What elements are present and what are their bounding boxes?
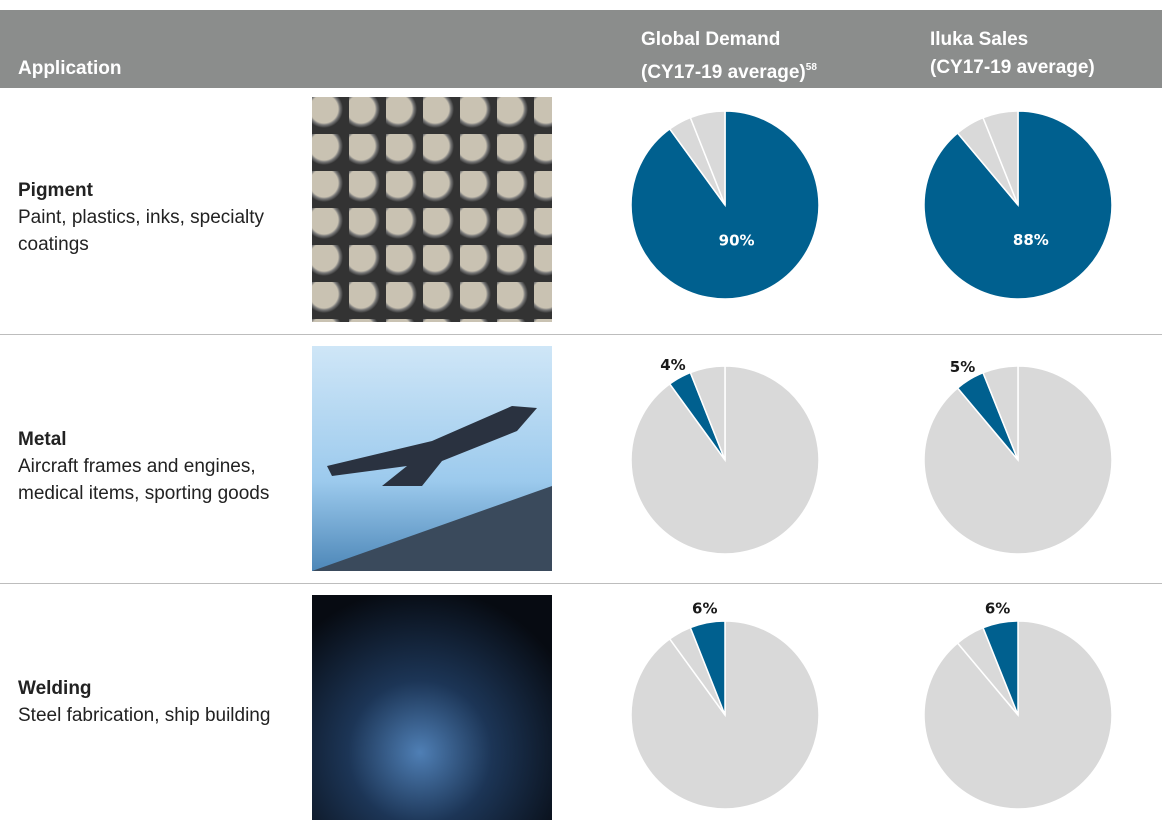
pie-slice (982, 110, 1019, 206)
application-name: Metal (18, 429, 67, 450)
pie-label: 6% (692, 599, 717, 617)
subtitle: (CY17-19 average) (641, 62, 806, 83)
aircraft-illustration (312, 406, 552, 571)
header-global-title: Global Demand (641, 29, 781, 50)
pie-label: 4% (660, 356, 685, 374)
pie-slice-highlight (982, 620, 1019, 716)
header-iluka-title: Iluka Sales (930, 29, 1029, 50)
header-iluka-subtitle: (CY17-19 average) (930, 57, 1095, 78)
pie-slice (689, 110, 726, 206)
welding-photo (312, 595, 552, 820)
row-separator (0, 583, 1162, 584)
header-global-subtitle: (CY17-19 average)58 (641, 54, 817, 87)
application-name: Pigment (18, 180, 93, 201)
pie-slice-highlight (923, 110, 1113, 300)
header-application: Application (18, 58, 122, 79)
aircraft (327, 406, 537, 486)
pie-slice (982, 365, 1019, 461)
paint-cans-photo (312, 97, 552, 322)
footnote: 58 (805, 62, 817, 73)
pie-slice (923, 365, 1113, 555)
pie-label: 5% (950, 358, 975, 376)
fence (312, 486, 552, 571)
application: Metal Aircraft frames and engines, medica… (18, 426, 303, 507)
application: Pigment Paint, plastics, inks, specialty … (18, 177, 303, 258)
pie-slice (689, 365, 726, 461)
pie-slice-highlight (689, 620, 726, 716)
row-separator (0, 334, 1162, 335)
pie-label: 88% (1013, 231, 1049, 249)
pie-label: 90% (719, 231, 755, 249)
aircraft-photo (312, 346, 552, 571)
application-description: Aircraft frames and engines, medical ite… (18, 456, 270, 504)
pie-slice (923, 620, 1113, 810)
application-description: Paint, plastics, inks, specialty coating… (18, 207, 265, 255)
application: Welding Steel fabrication, ship building (18, 675, 303, 729)
application-name: Welding (18, 678, 92, 699)
pie-label: 6% (985, 599, 1010, 617)
header-bar (0, 10, 1162, 88)
application-description: Steel fabrication, ship building (18, 705, 271, 726)
